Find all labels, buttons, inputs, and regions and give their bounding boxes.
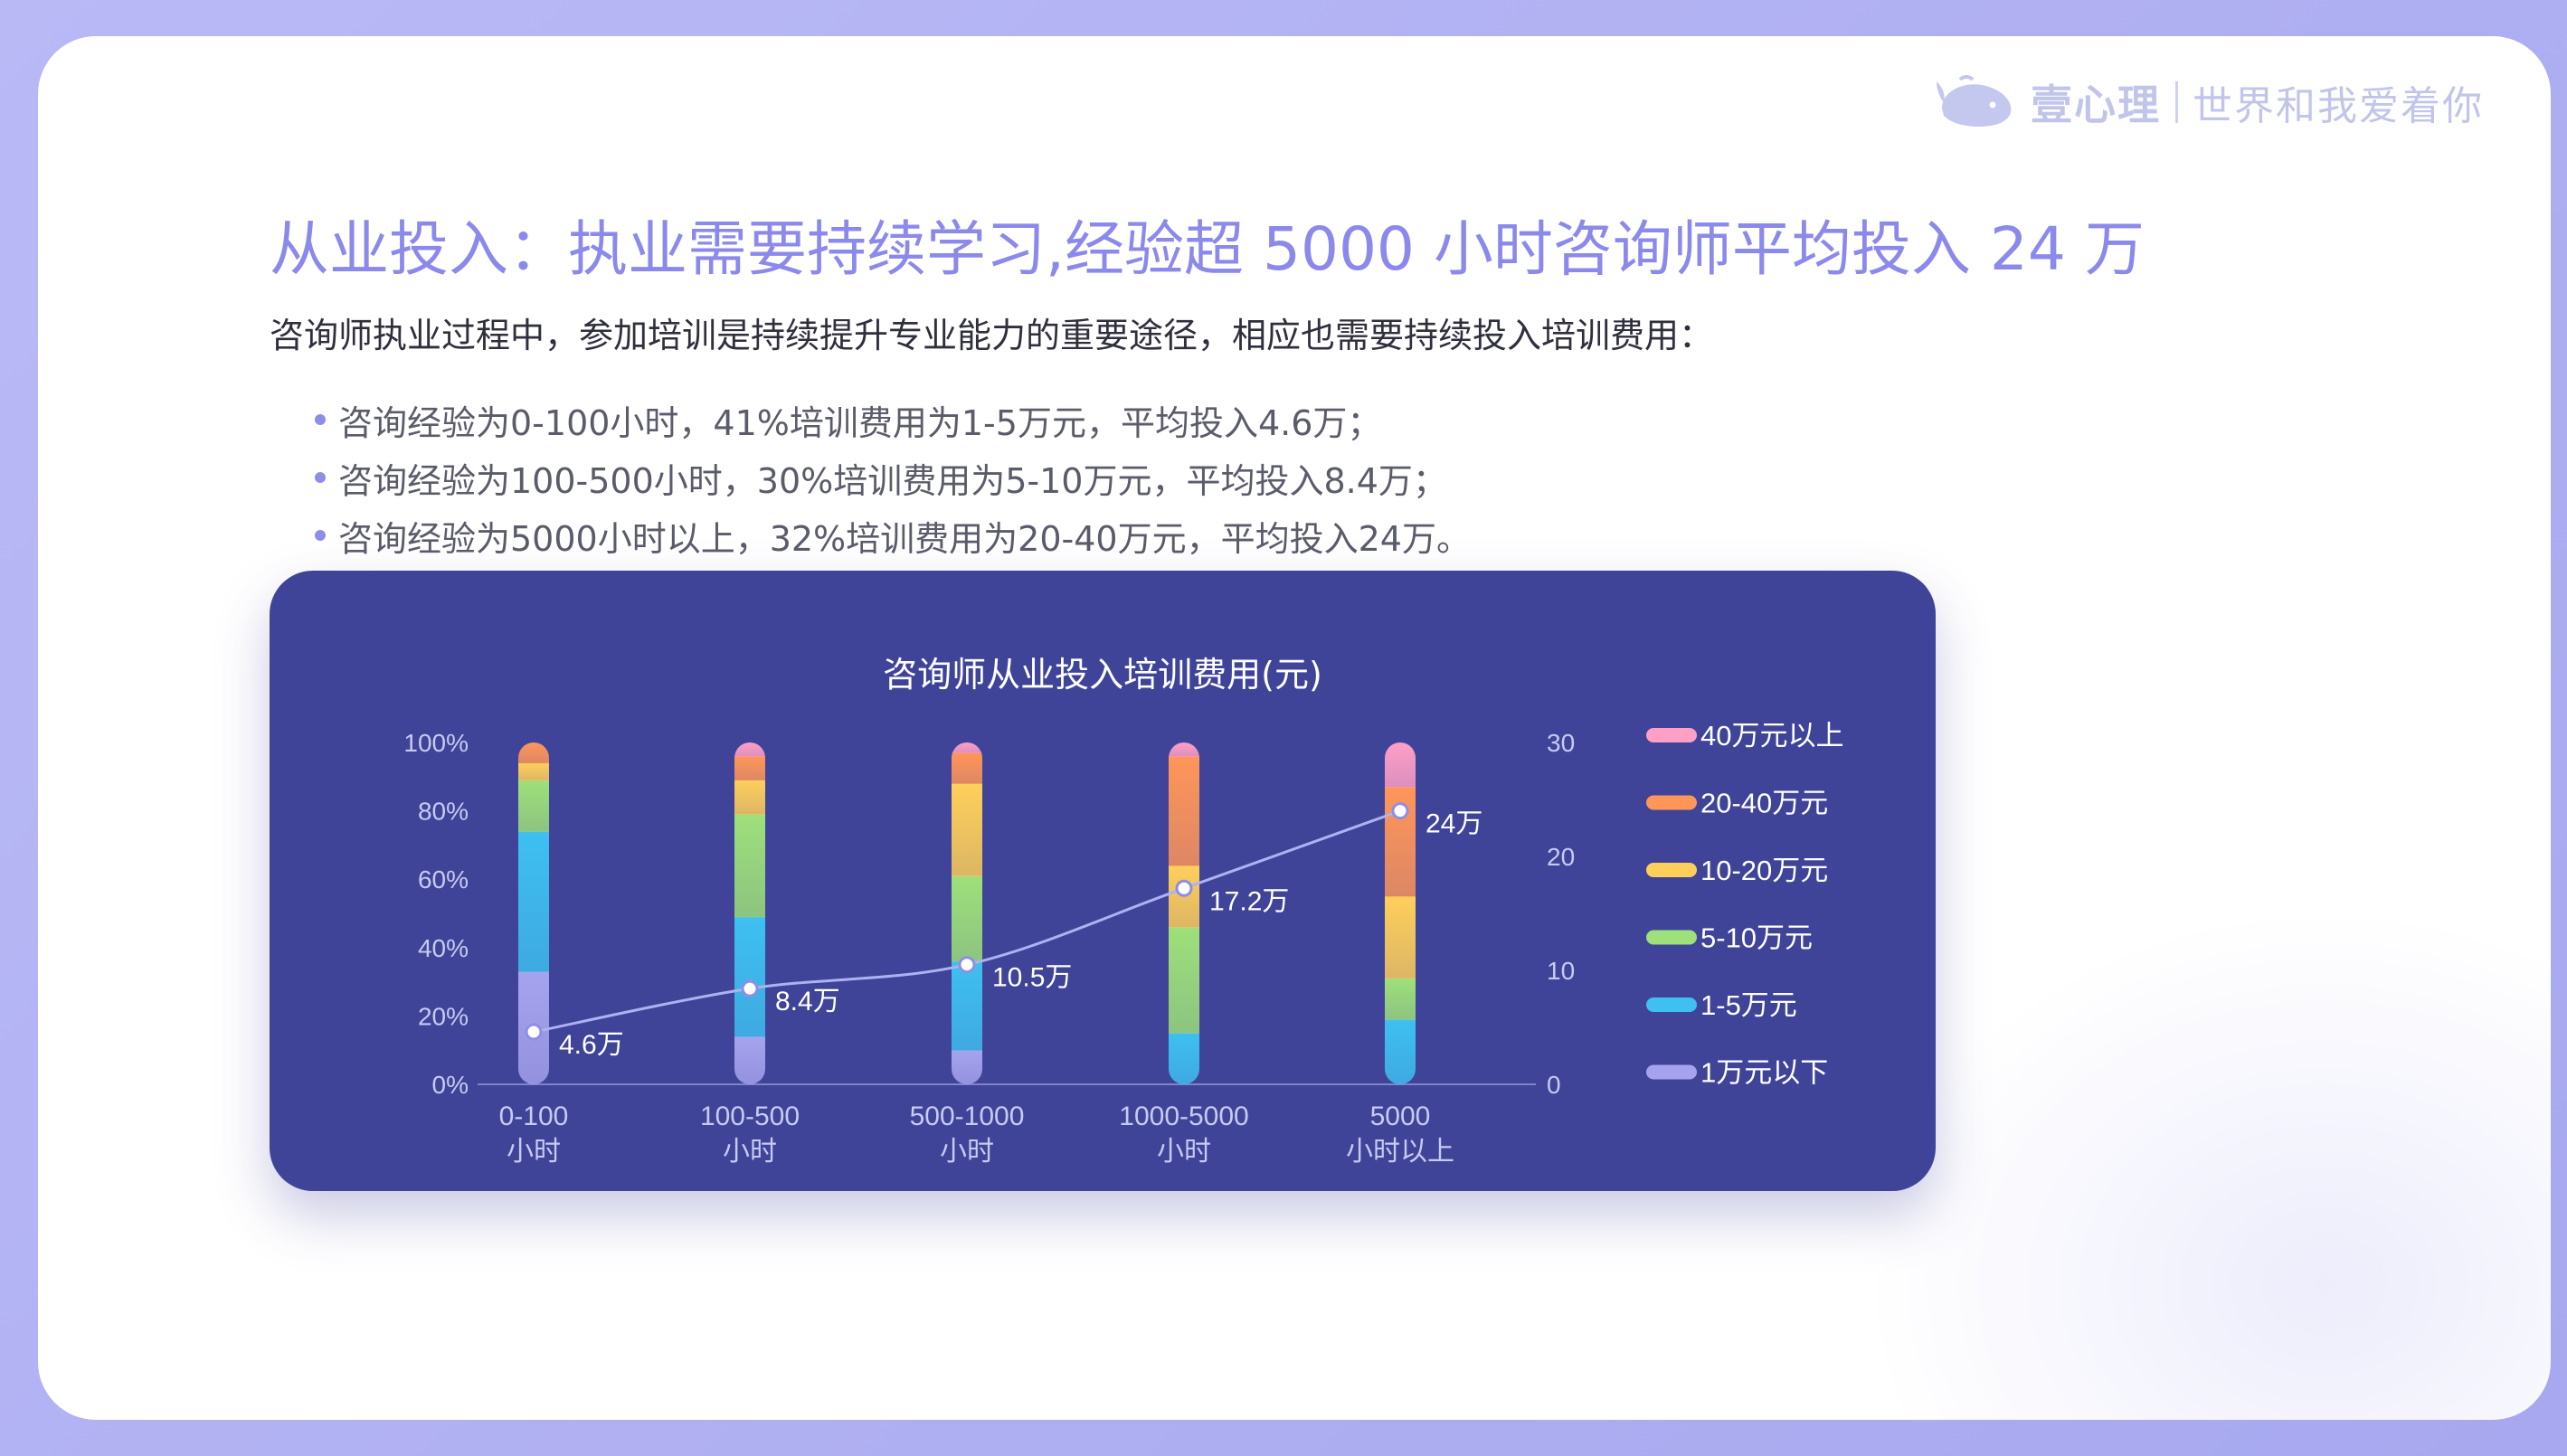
average-point [1175,879,1193,897]
bullet-list: 咨询经验为0-100小时，41%培训费用为1-5万元，平均投入4.6万； 咨询经… [270,391,1471,564]
average-point [525,1023,543,1041]
bullet-dot-icon [315,472,326,483]
bar-segment [952,1050,982,1084]
x-tick-label: 小时 [723,1137,777,1167]
whale-icon [1937,75,2012,127]
brand-divider [2175,81,2178,123]
x-tick-label: 5000 [1370,1101,1431,1131]
legend-swatch [1646,863,1697,877]
brand-name: 壹心理 [2031,80,2161,129]
legend-swatch [1646,795,1697,810]
bar-segment [1385,742,1416,788]
bar-segment [734,742,765,757]
legend-label: 40万元以上 [1700,720,1843,752]
bullet-item: 咨询经验为100-500小时，30%培训费用为5-10万元，平均投入8.4万； [270,449,1471,506]
chart-title: 咨询师从业投入培训费用(元) [883,655,1322,695]
x-tick-label: 小时以上 [1346,1137,1454,1167]
y-right-tick-label: 10 [1547,957,1575,985]
x-tick-label: 0-100 [499,1101,569,1131]
page-subtitle: 咨询师执业过程中，参加培训是持续提升专业能力的重要途径，相应也需要持续投入培训费… [270,316,1714,355]
x-tick-label: 100-500 [700,1101,800,1131]
bullet-item: 咨询经验为0-100小时，41%培训费用为1-5万元，平均投入4.6万； [270,391,1471,449]
y-right-tick-label: 20 [1547,843,1575,871]
bar-segment [952,875,982,962]
average-point [1391,802,1409,820]
average-point [958,956,976,974]
x-tick-label: 小时 [1157,1137,1211,1167]
bar-stack [1169,742,1199,1084]
x-tick-label: 500-1000 [910,1101,1025,1131]
legend-label: 5-10万元 [1700,922,1813,954]
page-title: 从业投入：执业需要持续学习,经验超 5000 小时咨询师平均投入 24 万 [270,214,2145,284]
data-label: 17.2万 [1209,886,1289,916]
y-left-tick-label: 40% [418,934,469,962]
brand-slogan: 世界和我爱着你 [2193,83,2484,129]
bar-segment [734,916,765,1037]
bar-segment [518,742,549,764]
bar-segment [734,756,765,781]
bar-segment [1169,1033,1199,1084]
average-point [741,979,759,997]
bar-segment [734,1036,765,1084]
x-tick-label: 1000-5000 [1119,1101,1248,1131]
legend-label: 1-5万元 [1700,989,1797,1021]
legend-label: 10-20万元 [1700,855,1828,886]
legend-swatch [1646,728,1697,742]
bar-segment [734,814,765,918]
y-left-tick-label: 80% [418,798,469,826]
bar-segment [1385,1019,1416,1084]
bar-segment [734,780,765,815]
legend-swatch [1646,997,1697,1012]
chart-panel: 咨询师从业投入培训费用(元) 0% 20% 40% 60% 80% 100% 0 10 20 30… [270,571,1936,1191]
bar-segment [1385,896,1416,979]
legend-swatch [1646,1064,1697,1080]
bar-segment [518,780,549,832]
y-right-tick-label: 0 [1547,1071,1561,1099]
bar-segment [1169,927,1199,1034]
bar-segment [518,762,549,781]
bullet-text: 咨询经验为5000小时以上，32%培训费用为20-40万元，平均投入24万。 [338,518,1471,559]
data-label: 24万 [1426,809,1482,839]
bar-segment [1169,756,1199,866]
x-tick-label: 小时 [507,1137,561,1167]
bullet-text: 咨询经验为100-500小时，30%培训费用为5-10万元，平均投入8.4万； [338,460,1447,501]
bar-stack [734,742,765,1084]
bullet-dot-icon [315,530,326,541]
stacked-bar-chart: 0% 20% 40% 60% 80% 100% 0 10 20 30 0-100 小时 100-500 小… [403,720,1843,1167]
bullet-text: 咨询经验为0-100小时，41%培训费用为1-5万元，平均投入4.6万； [338,402,1382,443]
y-left-tick-label: 20% [418,1002,469,1030]
bar-segment [518,831,549,972]
legend-label: 20-40万元 [1700,788,1828,819]
data-label: 10.5万 [992,963,1072,993]
bullet-item: 咨询经验为5000小时以上，32%培训费用为20-40万元，平均投入24万。 [270,506,1471,564]
bar-stack [952,742,982,1084]
bar-segment [952,960,982,1051]
y-left-tick-label: 0% [432,1071,469,1099]
legend-swatch [1646,930,1697,945]
bar-segment [952,783,982,876]
y-left-tick-label: 60% [418,865,469,893]
bar-stack [1385,742,1416,1084]
bar-segment [952,752,982,784]
legend-label: 1万元以下 [1700,1057,1828,1089]
bullet-dot-icon [315,414,326,425]
x-tick-label: 小时 [940,1137,994,1167]
brand-header: 壹心理 世界和我爱着你 [1933,71,2484,134]
y-left-tick-label: 100% [403,729,469,757]
data-label: 8.4万 [775,987,840,1016]
data-label: 4.6万 [559,1030,624,1060]
bar-segment [952,742,982,753]
y-right-tick-label: 30 [1547,729,1575,757]
bar-segment [1385,978,1416,1020]
bar-segment [1169,742,1199,757]
